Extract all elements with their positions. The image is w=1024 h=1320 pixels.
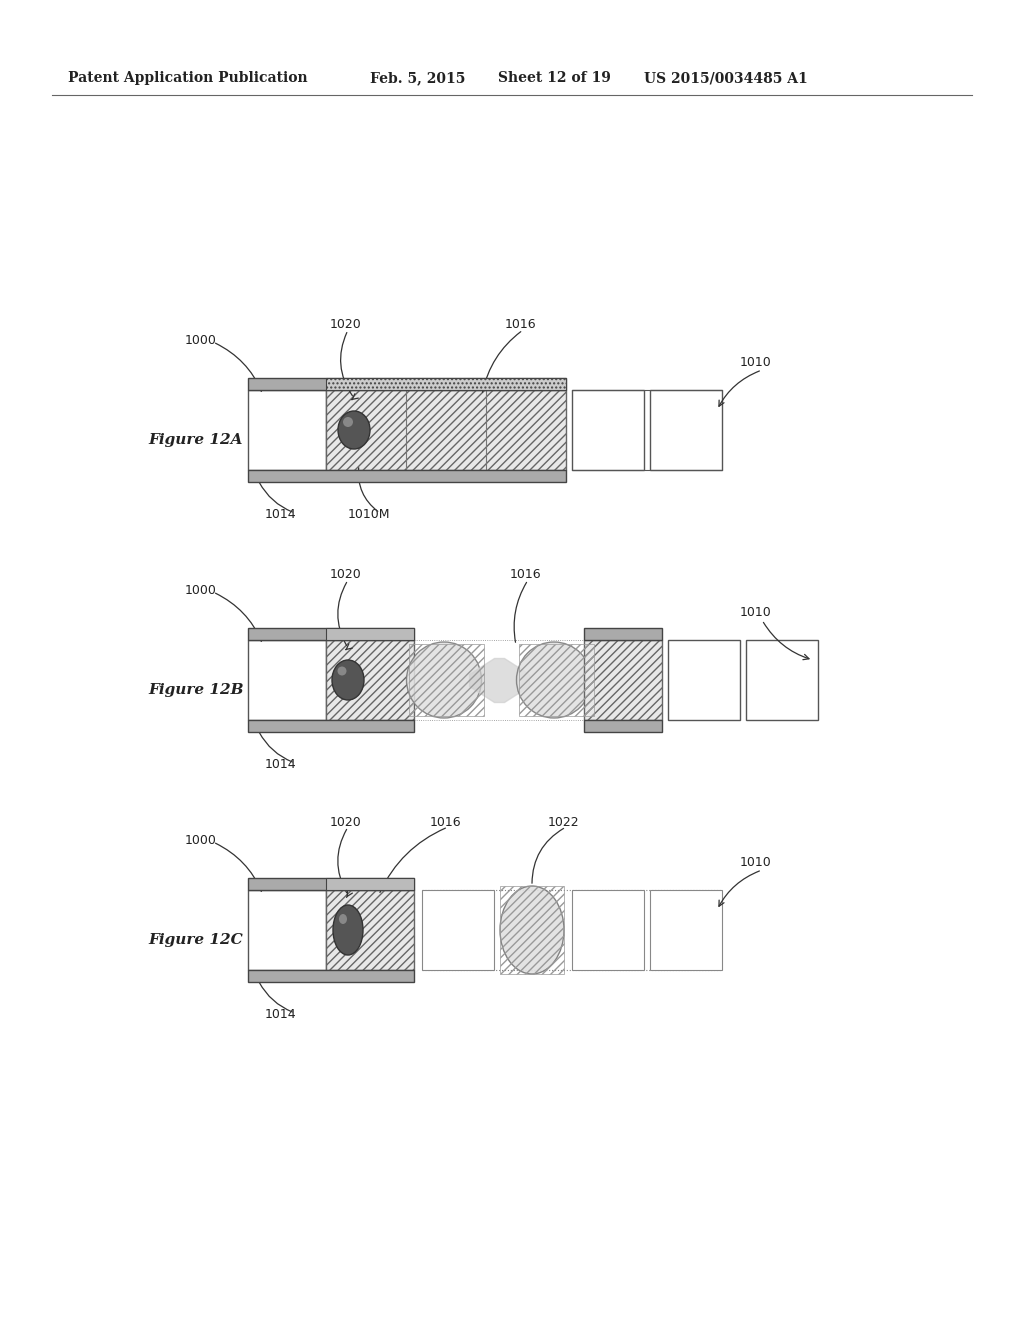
- Text: 1020: 1020: [330, 569, 361, 582]
- Bar: [572, 890, 644, 970]
- Text: US 2015/0034485 A1: US 2015/0034485 A1: [644, 71, 808, 84]
- Bar: [326, 378, 566, 389]
- Ellipse shape: [516, 642, 592, 718]
- Text: Figure 12C: Figure 12C: [148, 933, 243, 946]
- Bar: [326, 890, 414, 970]
- Text: 1014: 1014: [265, 759, 297, 771]
- Bar: [248, 970, 414, 982]
- Text: 1022: 1022: [548, 816, 580, 829]
- Text: 1000: 1000: [185, 583, 217, 597]
- Text: 1014: 1014: [265, 1008, 297, 1022]
- Bar: [248, 628, 414, 640]
- Bar: [572, 389, 644, 470]
- Text: 1000: 1000: [185, 833, 217, 846]
- Text: Feb. 5, 2015: Feb. 5, 2015: [370, 71, 465, 84]
- Bar: [500, 886, 564, 974]
- Ellipse shape: [339, 913, 347, 924]
- Bar: [248, 878, 414, 890]
- Text: 1016: 1016: [510, 569, 542, 582]
- Ellipse shape: [500, 886, 564, 974]
- Text: 1010: 1010: [740, 606, 772, 619]
- Text: 1010: 1010: [740, 355, 772, 368]
- Bar: [746, 640, 818, 719]
- Bar: [519, 644, 594, 715]
- Bar: [248, 378, 566, 389]
- Text: Patent Application Publication: Patent Application Publication: [68, 71, 307, 84]
- Ellipse shape: [343, 417, 353, 426]
- Text: 1016: 1016: [430, 816, 462, 829]
- Text: Figure 12A: Figure 12A: [148, 433, 243, 447]
- Text: 1020: 1020: [330, 816, 361, 829]
- Bar: [584, 719, 662, 733]
- Ellipse shape: [338, 667, 346, 676]
- Bar: [650, 890, 722, 970]
- Bar: [650, 389, 722, 470]
- Bar: [326, 878, 414, 890]
- Text: 1020: 1020: [330, 318, 361, 331]
- Bar: [326, 628, 414, 640]
- Bar: [248, 719, 414, 733]
- Bar: [248, 890, 326, 970]
- Bar: [422, 890, 494, 970]
- Text: 1000: 1000: [185, 334, 217, 346]
- Text: Figure 12B: Figure 12B: [148, 682, 244, 697]
- Text: 1014: 1014: [265, 508, 297, 521]
- Text: 1010: 1010: [740, 855, 772, 869]
- Bar: [248, 640, 326, 719]
- Bar: [409, 644, 484, 715]
- Ellipse shape: [338, 411, 370, 449]
- Text: Sheet 12 of 19: Sheet 12 of 19: [498, 71, 611, 84]
- Bar: [668, 640, 740, 719]
- Text: 1016: 1016: [505, 318, 537, 331]
- Bar: [326, 640, 414, 719]
- Ellipse shape: [407, 642, 481, 718]
- Bar: [248, 470, 566, 482]
- Bar: [248, 389, 326, 470]
- Bar: [326, 389, 566, 470]
- Bar: [584, 628, 662, 640]
- Text: 1010M: 1010M: [348, 508, 390, 521]
- Ellipse shape: [333, 906, 362, 954]
- Bar: [584, 640, 662, 719]
- Ellipse shape: [332, 660, 364, 700]
